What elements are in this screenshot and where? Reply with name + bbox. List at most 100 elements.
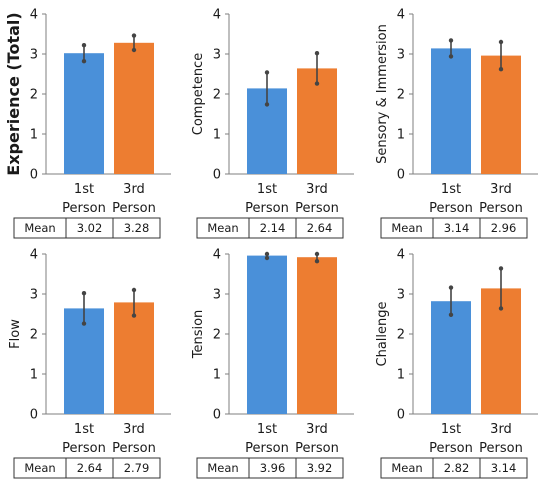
table-row-label: Mean [24, 221, 55, 235]
table-value-cell [479, 457, 528, 479]
table-row-label: Mean [24, 461, 55, 475]
table-mean-value: 3.02 [77, 221, 103, 235]
chart-panel: 0 1 2 3 4 Experience (Total) 1st Person 3rd Perso… [4, 8, 171, 239]
bar-first-person [64, 53, 104, 175]
category-label-line1: 3rd [306, 182, 328, 197]
error-bar-cap-low [314, 259, 320, 264]
category-label-line2: Person [245, 441, 289, 456]
category-label-line2: Person [112, 201, 156, 216]
category-label-line2: Person [62, 441, 106, 456]
bar-third-person [114, 42, 154, 174]
y-tick-label: 4 [397, 8, 405, 23]
y-tick-label: 3 [213, 288, 221, 303]
error-bar-cap-high [264, 251, 270, 257]
category-label-line2: Person [295, 201, 339, 216]
y-tick-label: 0 [213, 408, 221, 423]
category-label-line1: 3rd [123, 182, 145, 197]
error-bar-cap-low [448, 312, 454, 317]
y-axis-label: Experience (Total) [4, 12, 23, 175]
y-tick-label: 1 [213, 128, 221, 143]
y-axis-label: Competence [191, 53, 206, 135]
y-tick-label: 0 [30, 408, 38, 423]
y-axis-label: Tension [191, 310, 206, 360]
y-tick-label: 0 [397, 168, 405, 183]
bar-first-person [64, 308, 104, 414]
y-tick-label: 1 [397, 128, 405, 143]
table-value-cell [479, 217, 528, 239]
error-bar-cap-low [264, 255, 270, 261]
y-tick-label: 2 [213, 88, 221, 103]
table-value-cell [112, 217, 161, 239]
chart-panel: 0 1 2 3 4 Flow 1st Person 3rd Person Mean 2.64 2.79 [8, 248, 171, 479]
y-tick-label: 1 [30, 368, 38, 383]
category-label-line1: 1st [74, 422, 94, 437]
y-tick-label: 3 [30, 48, 38, 63]
y-tick-label: 4 [213, 8, 221, 23]
bar-first-person [247, 255, 287, 414]
y-tick-label: 3 [213, 48, 221, 63]
bar-third-person [297, 257, 337, 414]
y-tick-label: 3 [397, 48, 405, 63]
category-label-line2: Person [62, 201, 106, 216]
table-mean-value: 3.96 [260, 461, 286, 475]
y-axis-label: Sensory & Immersion [375, 24, 390, 164]
y-tick-label: 2 [213, 328, 221, 343]
error-bar-cap-low [498, 67, 504, 72]
error-bar-cap-high [264, 70, 270, 75]
category-label-line1: 1st [441, 422, 461, 437]
y-axis-label: Challenge [375, 302, 390, 367]
bar-third-person [481, 55, 521, 174]
chart-panel: 0 1 2 3 4 Challenge 1st Person 3rd Person Mean 2.82… [375, 248, 538, 479]
error-bar-cap-low [81, 321, 87, 326]
category-label-line1: 3rd [306, 422, 328, 437]
error-bar-cap-high [81, 43, 87, 48]
table-mean-value: 2.79 [124, 461, 150, 475]
chart-panel: 0 1 2 3 4 Sensory & Immersion 1st Person 3rd Pers… [375, 8, 538, 239]
category-label-line2: Person [479, 201, 523, 216]
category-label-line2: Person [429, 201, 473, 216]
y-tick-label: 2 [30, 328, 38, 343]
table-row-label: Mean [391, 461, 422, 475]
table-mean-value: 2.82 [444, 461, 470, 475]
y-tick-label: 3 [397, 288, 405, 303]
y-tick-label: 4 [30, 8, 38, 23]
y-tick-label: 2 [397, 88, 405, 103]
y-tick-label: 4 [397, 248, 405, 263]
table-mean-value: 3.92 [307, 461, 333, 475]
category-label-line2: Person [112, 441, 156, 456]
category-label-line1: 1st [257, 182, 277, 197]
category-label-line2: Person [295, 441, 339, 456]
error-bar-cap-high [131, 33, 137, 38]
error-bar-cap-high [498, 266, 504, 271]
y-tick-label: 1 [213, 368, 221, 383]
y-tick-label: 4 [30, 248, 38, 263]
category-label-line1: 3rd [490, 422, 512, 437]
error-bar-cap-low [131, 313, 137, 318]
y-tick-label: 3 [30, 288, 38, 303]
error-bar-cap-high [498, 39, 504, 45]
y-tick-label: 2 [30, 88, 38, 103]
table-mean-value: 2.14 [260, 221, 286, 235]
bar-first-person [431, 48, 471, 174]
y-tick-label: 0 [397, 408, 405, 423]
y-tick-label: 2 [397, 328, 405, 343]
table-value-cell [295, 217, 344, 239]
category-label-line2: Person [245, 201, 289, 216]
table-value-cell [295, 457, 344, 479]
table-mean-value: 3.28 [124, 221, 150, 235]
table-row-label: Mean [207, 221, 238, 235]
category-label-line2: Person [429, 441, 473, 456]
y-tick-label: 0 [30, 168, 38, 183]
error-bar-cap-low [131, 47, 137, 53]
category-label-line2: Person [479, 441, 523, 456]
error-bar-cap-high [314, 51, 320, 56]
error-bar-cap-high [448, 285, 454, 290]
bar-third-person [297, 68, 337, 174]
y-axis-label: Flow [8, 319, 23, 349]
table-mean-value: 2.64 [307, 221, 333, 235]
error-bar-cap-high [448, 38, 454, 43]
chart-panel: 0 1 2 3 4 Tension 1st Person 3rd Person Mean 3.96 3.… [191, 248, 354, 479]
error-bar-cap-high [131, 287, 137, 293]
table-mean-value: 3.14 [491, 461, 517, 475]
